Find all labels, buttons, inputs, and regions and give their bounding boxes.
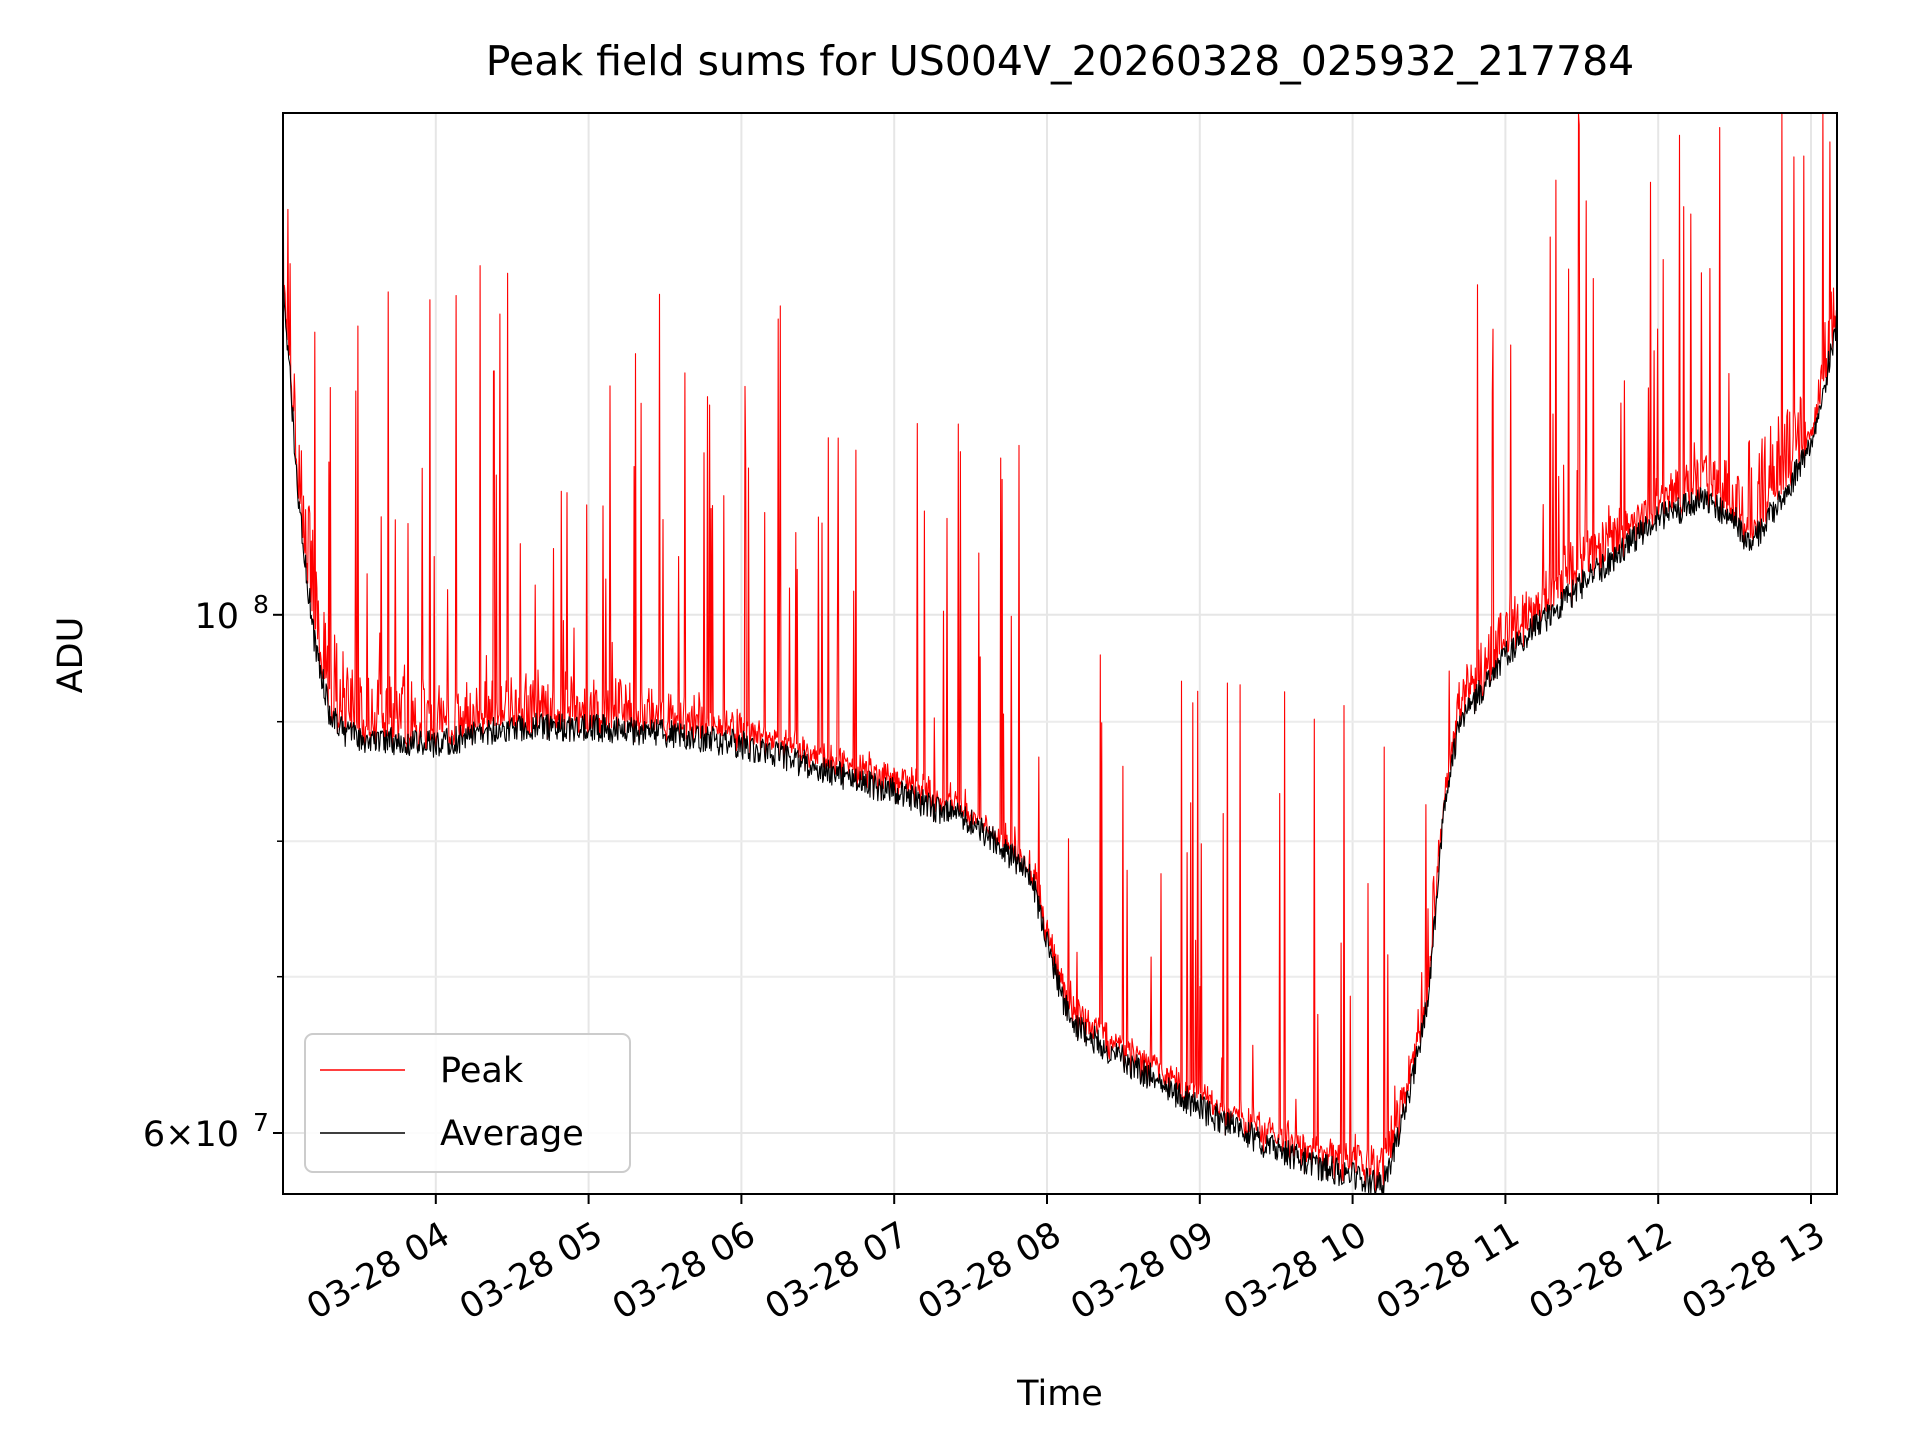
y-tick-label-exp-0: 7	[253, 1108, 269, 1137]
legend-average-label: Average	[440, 1114, 584, 1154]
plot-frame	[282, 112, 1838, 1195]
chart-title: Peak field sums for US004V_20260328_0259…	[486, 37, 1635, 85]
y-tick-label-exp-1: 8	[253, 590, 269, 619]
legend: Peak Average	[304, 1033, 631, 1173]
series-average-line	[283, 282, 1837, 1194]
legend-peak-label: Peak	[440, 1051, 524, 1091]
x-axis-label: Time	[1016, 1374, 1103, 1414]
grid-layer	[283, 113, 1837, 1194]
legend-box	[304, 1033, 631, 1173]
y-tick-label-base-1: 10	[194, 597, 239, 637]
series-peak-line	[283, 113, 1837, 1193]
series-layer	[283, 113, 1837, 1194]
y-tick-label-base-0: 6×10	[143, 1115, 239, 1155]
y-axis-label: ADU	[51, 617, 91, 694]
